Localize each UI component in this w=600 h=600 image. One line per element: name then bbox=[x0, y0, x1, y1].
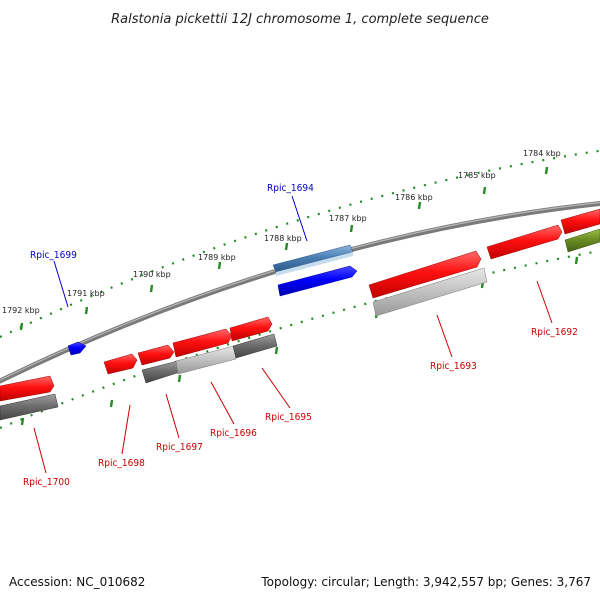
map-title: Ralstonia pickettii 12J chromosome 1, co… bbox=[111, 12, 489, 27]
scale-label-1784: 1784 kbp bbox=[523, 149, 561, 158]
gene-rpic-1697-arrow[interactable] bbox=[137, 344, 175, 366]
gene-label-rpic-1693[interactable]: Rpic_1693 bbox=[430, 361, 477, 372]
scale-label-1785: 1785 kbp bbox=[458, 171, 496, 180]
gene-rpic-1695-arrow[interactable] bbox=[229, 316, 273, 342]
scale-label-1791: 1791 kbp bbox=[67, 289, 105, 298]
gene-rpic-1694-arrow-3d bbox=[276, 252, 353, 276]
scale-label-1792: 1792 kbp bbox=[2, 306, 40, 315]
gene-blue-arrow[interactable] bbox=[277, 265, 358, 297]
leader-lines bbox=[33, 195, 553, 474]
gene-rpic-1700-arrow[interactable] bbox=[0, 375, 55, 402]
gene-label-rpic-1694[interactable]: Rpic_1694 bbox=[267, 183, 314, 194]
gene-rpic-1695-gray-arrow[interactable] bbox=[232, 333, 278, 359]
gene-label-rpic-1696[interactable]: Rpic_1696 bbox=[210, 428, 257, 439]
gene-label-rpic-1697[interactable]: Rpic_1697 bbox=[156, 442, 203, 453]
gene-rpic-1696-arrow[interactable] bbox=[172, 328, 233, 358]
gene-rpic-1699-arrow[interactable] bbox=[67, 341, 87, 356]
gene-red-arrow-edge[interactable] bbox=[560, 208, 600, 235]
gene-rpic-1698-arrow[interactable] bbox=[103, 353, 138, 375]
scale-label-1786: 1786 kbp bbox=[395, 193, 433, 202]
gene-olive-arrow[interactable] bbox=[564, 228, 600, 253]
lower-scale-ruler bbox=[0, 249, 600, 430]
gene-label-rpic-1699[interactable]: Rpic_1699 bbox=[30, 250, 77, 261]
gene-label-rpic-1698[interactable]: Rpic_1698 bbox=[98, 458, 145, 469]
gene-label-rpic-1695[interactable]: Rpic_1695 bbox=[265, 412, 312, 423]
gene-rpic-1693-light-arrow[interactable] bbox=[372, 267, 488, 317]
topology-text: Topology: circular; Length: 3,942,557 bp… bbox=[260, 575, 591, 589]
gene-rpic-1700-gray-arrow[interactable] bbox=[0, 393, 59, 421]
scale-label-1790: 1790 kbp bbox=[133, 270, 171, 279]
scale-label-1789: 1789 kbp bbox=[198, 253, 236, 262]
scale-label-1788: 1788 kbp bbox=[264, 234, 302, 243]
gene-label-rpic-1692[interactable]: Rpic_1692 bbox=[531, 327, 578, 338]
gene-rpic-1693-arrow[interactable] bbox=[368, 250, 482, 299]
gene-rpic-1697-gray-arrow[interactable] bbox=[141, 360, 181, 384]
upper-major-ticks bbox=[19, 166, 549, 331]
scale-label-1787: 1787 kbp bbox=[329, 214, 367, 223]
gene-rpic-1692-arrow[interactable] bbox=[486, 224, 563, 260]
accession-text: Accession: NC_010682 bbox=[9, 575, 145, 589]
gene-rpic-1696-light-arrow[interactable] bbox=[175, 345, 237, 375]
gene-label-rpic-1700[interactable]: Rpic_1700 bbox=[23, 477, 70, 488]
